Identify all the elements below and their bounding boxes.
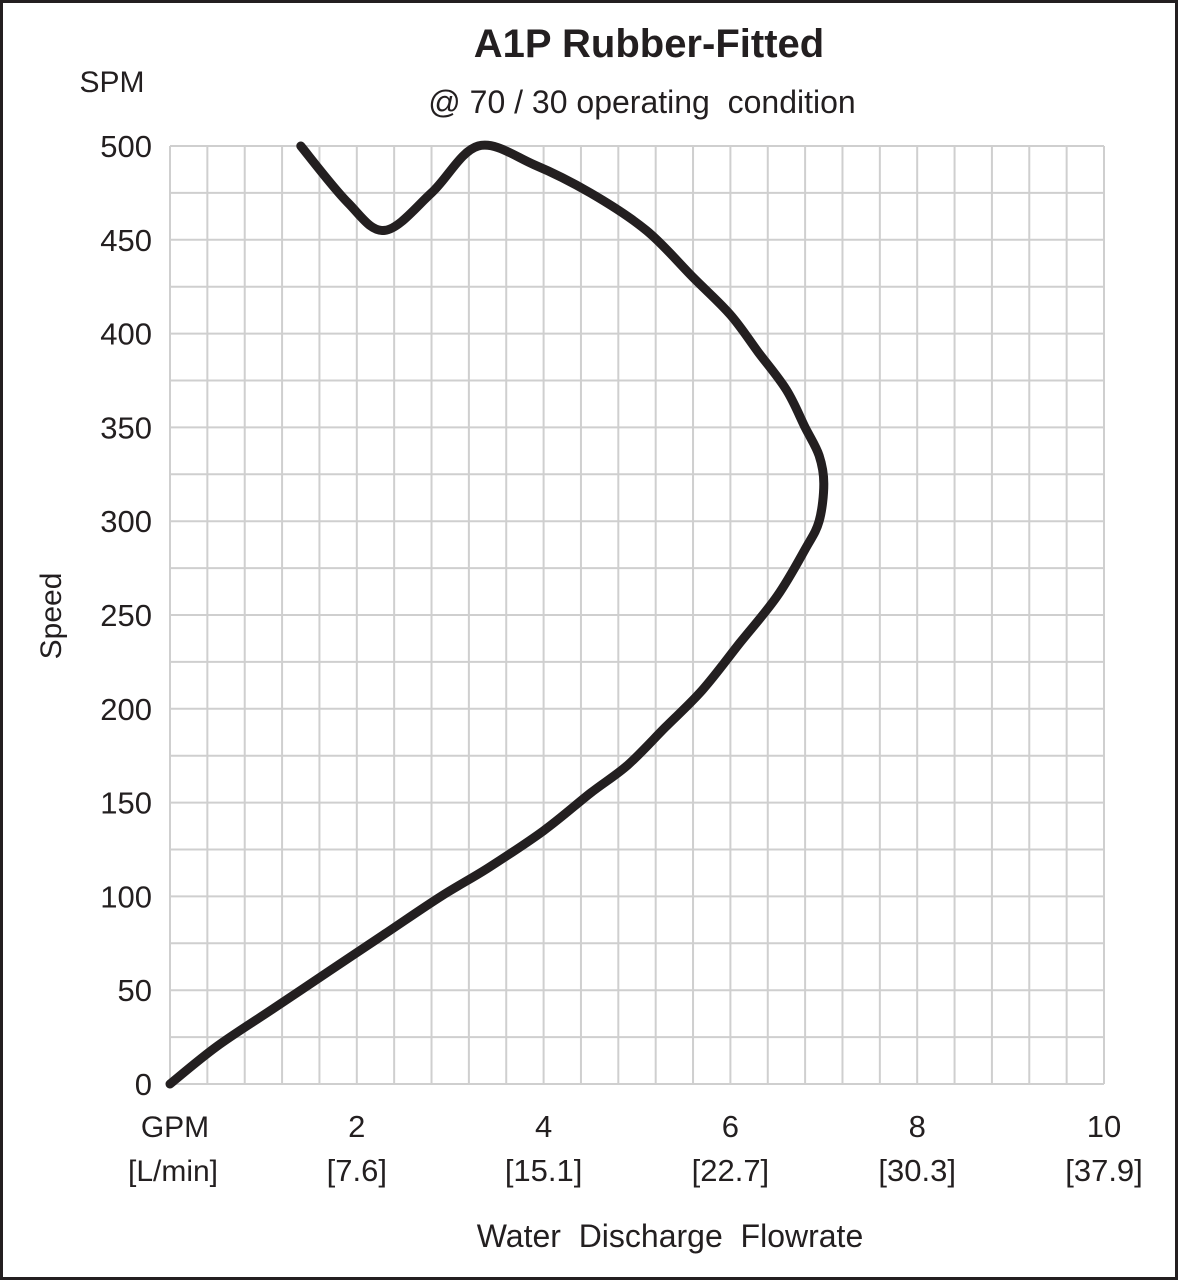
x-tick-sublabel: [37.9] [1065,1153,1143,1188]
y-axis-ticks: 0 50 100 150 200 250 300 350 400 450 500 [100,129,152,1102]
x-tick-sublabel: [30.3] [878,1153,956,1188]
chart-subtitle: @ 70 / 30 operating condition [428,84,856,120]
y-axis-label: Speed [35,573,68,660]
series-line [165,140,829,1089]
x-tick-sublabel: [22.7] [692,1153,770,1188]
x-axis-ticks: 2 [7.6] 4 [15.1] 6 [22.7] 8 [30.3] 10 [37.9] [327,1109,1143,1188]
x-axis-label: Water Discharge Flowrate [477,1218,863,1254]
series-group [165,140,829,1089]
y-tick-label: 450 [100,223,152,258]
x-tick-label: 8 [909,1109,926,1144]
y-unit-label: SPM [79,66,144,99]
y-tick-label: 350 [100,410,152,445]
y-tick-label: 250 [100,598,152,633]
y-tick-label: 50 [118,973,152,1008]
y-tick-label: 300 [100,504,152,539]
grid [169,145,1105,1085]
y-tick-label: 400 [100,317,152,352]
x-tick-label: 10 [1087,1109,1121,1144]
x-tick-sublabel: [7.6] [327,1153,387,1188]
x-unit-primary: GPM [141,1111,209,1144]
chart-title: A1P Rubber-Fitted [473,22,825,66]
x-unit-secondary: [L/min] [128,1155,218,1188]
y-tick-label: 200 [100,692,152,727]
y-tick-label: 100 [100,879,152,914]
y-tick-label: 500 [100,129,152,164]
x-tick-label: 4 [535,1109,552,1144]
x-tick-label: 6 [722,1109,739,1144]
x-tick-label: 2 [348,1109,365,1144]
y-tick-label: 150 [100,786,152,821]
x-tick-sublabel: [15.1] [505,1153,583,1188]
y-tick-label: 0 [135,1067,152,1102]
